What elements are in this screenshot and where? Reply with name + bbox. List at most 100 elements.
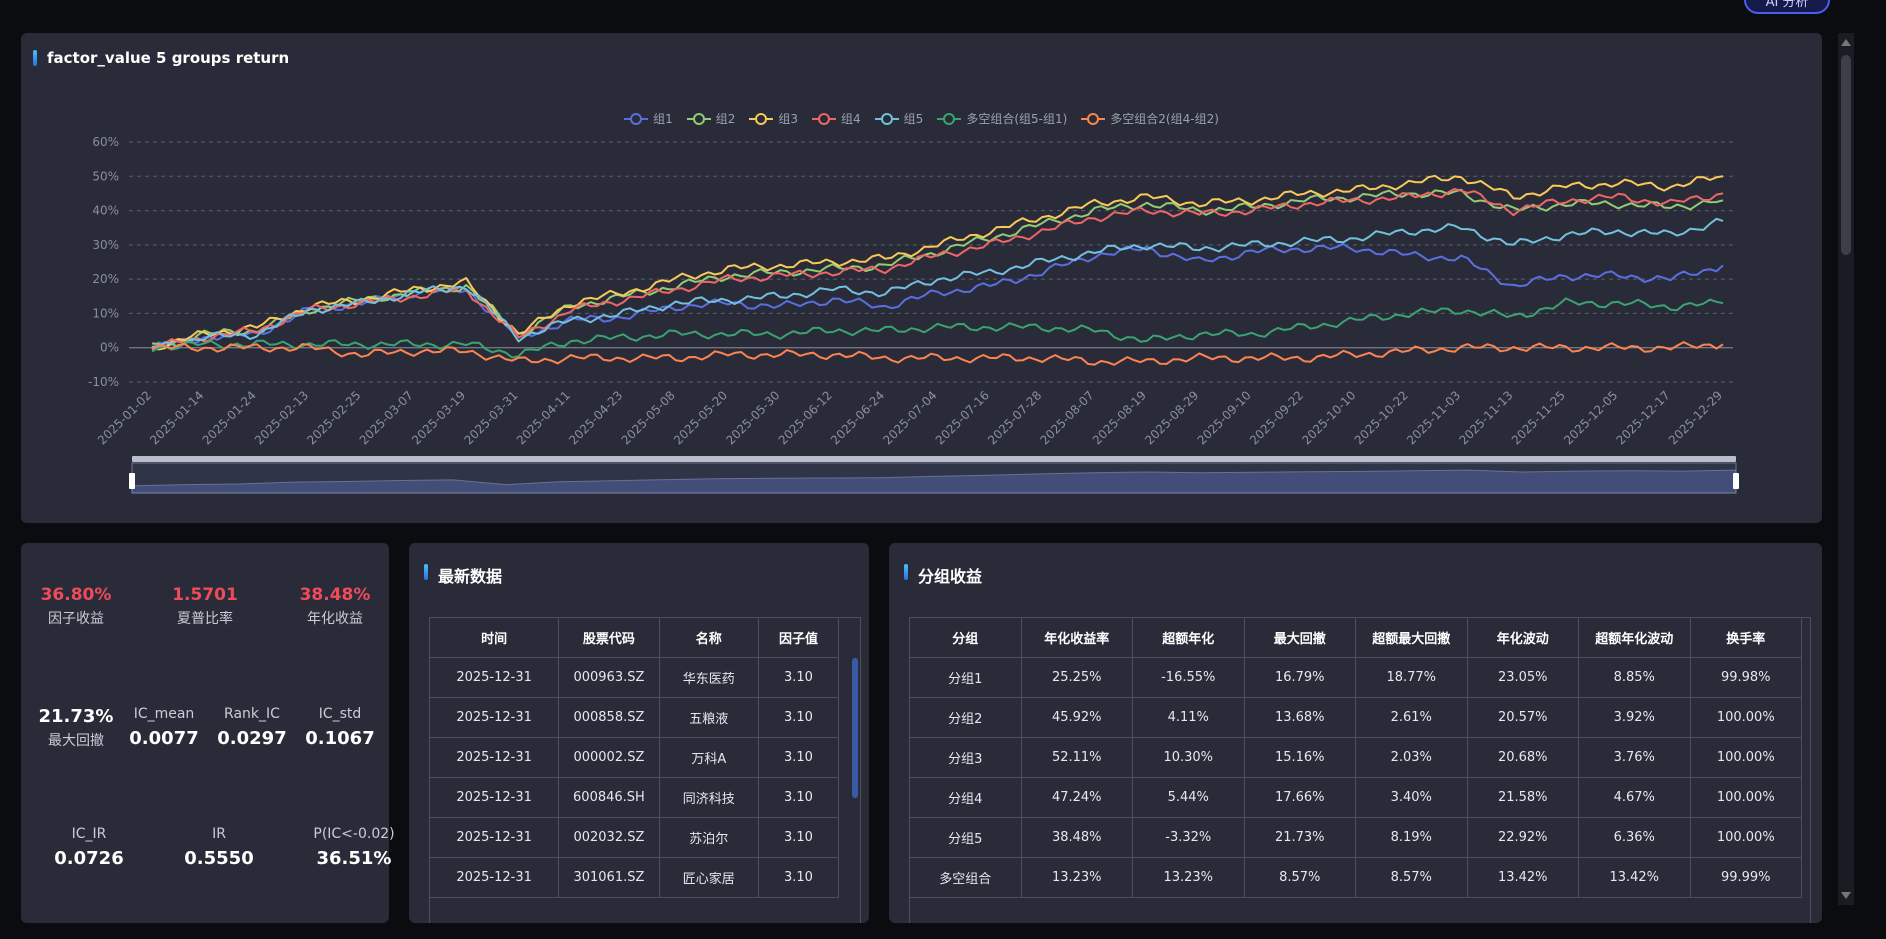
ai-analysis-button[interactable]: AI 分析 <box>1744 0 1830 14</box>
page-scrollbar-thumb[interactable] <box>1841 55 1851 255</box>
table-cell: 分组3 <box>910 737 1022 778</box>
group-returns-panel: 分组收益 分组 年化收益率 超额年化 最大回撤 超额最大回撤 年化波动 超额年化波动 换手率 … <box>889 543 1822 923</box>
legend-item[interactable]: 组3 <box>749 110 798 127</box>
legend-swatch-icon <box>874 112 899 125</box>
table-row[interactable]: 2025-12-31 301061.SZ 匠心家居 3.10 <box>430 857 840 898</box>
table-cell: 3.76% <box>1578 737 1691 778</box>
legend-item[interactable]: 组1 <box>624 110 673 127</box>
zoom-handle-right[interactable] <box>1733 473 1739 489</box>
page-scrollbar[interactable] <box>1838 33 1854 905</box>
x-tick-label: 2025-03-19 <box>409 388 468 447</box>
annual-return-value: 38.48% <box>299 585 371 605</box>
factor-return-stat: 36.80% 因子收益 <box>31 585 121 628</box>
table-cell: 301061.SZ <box>558 857 660 898</box>
series-line <box>151 341 1724 366</box>
table-row[interactable]: 2025-12-31 600846.SH 同济科技 3.10 <box>430 777 840 818</box>
x-tick-label: 2025-10-22 <box>1352 388 1411 447</box>
table-cell: 13.23% <box>1020 857 1133 898</box>
legend-swatch-icon <box>749 112 774 125</box>
table-cell: 21.73% <box>1243 817 1356 858</box>
ir-label: IR <box>212 826 226 842</box>
factor-return-label: 因子收益 <box>48 611 104 627</box>
table-cell: 3.10 <box>757 857 840 898</box>
legend-swatch-icon <box>937 112 962 125</box>
latest-col-name: 名称 <box>658 618 759 658</box>
rank-ic-value: 0.0297 <box>217 728 287 749</box>
table-cell: 45.92% <box>1020 697 1133 738</box>
x-tick-label: 2025-10-10 <box>1299 388 1358 447</box>
sharpe-label: 夏普比率 <box>177 611 233 627</box>
legend-label: 组5 <box>903 112 924 126</box>
x-tick-label: 2025-05-20 <box>671 388 730 447</box>
x-tick-label: 2025-02-13 <box>252 388 311 447</box>
table-row[interactable]: 2025-12-31 000858.SZ 五粮液 3.10 <box>430 697 840 738</box>
latest-data-title: 最新数据 <box>424 563 502 587</box>
table-cell: 3.10 <box>757 777 840 818</box>
x-tick-label: 2025-06-12 <box>776 388 835 447</box>
table-cell: 3.10 <box>757 817 840 858</box>
x-tick-label: 2025-07-28 <box>985 388 1044 447</box>
x-tick-label: 2025-03-07 <box>357 388 416 447</box>
max-drawdown-stat: 21.73% 最大回撤 <box>31 706 121 750</box>
series-line <box>151 217 1724 349</box>
table-cell: 600846.SH <box>558 777 660 818</box>
table-row[interactable]: 分组3 52.11% 10.30% 15.16% 2.03% 20.68% 3.76% 100… <box>910 737 1802 778</box>
table-cell: 20.57% <box>1466 697 1579 738</box>
x-tick-label: 2025-08-07 <box>1038 388 1097 447</box>
p-ic-stat: P(IC<-0.02) 36.51% <box>289 826 419 869</box>
table-row[interactable]: 2025-12-31 000963.SZ 华东医药 3.10 <box>430 657 840 698</box>
chart-panel: factor_value 5 groups return 组1 组2 组3 组4 组5 多… <box>21 33 1822 523</box>
group-returns-table: 分组 年化收益率 超额年化 最大回撤 超额最大回撤 年化波动 超额年化波动 换手率 分组1 25… <box>910 618 1802 898</box>
legend-item[interactable]: 组2 <box>686 110 735 127</box>
table-cell: 17.66% <box>1243 777 1356 818</box>
table-row[interactable]: 2025-12-31 000002.SZ 万科A 3.10 <box>430 737 840 778</box>
group-returns-title: 分组收益 <box>904 563 982 587</box>
max-drawdown-label: 最大回撤 <box>48 733 104 749</box>
ic-ir-label: IC_IR <box>71 826 107 842</box>
table-cell: 2025-12-31 <box>430 857 560 898</box>
zoom-handle-left[interactable] <box>129 473 135 489</box>
table-row[interactable]: 分组2 45.92% 4.11% 13.68% 2.61% 20.57% 3.92% 100.… <box>910 697 1802 738</box>
table-cell: 多空组合 <box>910 857 1022 898</box>
x-tick-label: 2025-12-17 <box>1614 388 1673 447</box>
group-col-header: 最大回撤 <box>1243 618 1356 658</box>
latest-col-code: 股票代码 <box>558 618 660 658</box>
group-col-header: 年化波动 <box>1466 618 1579 658</box>
x-tick-label: 2025-03-31 <box>461 388 520 447</box>
legend-item[interactable]: 多空组合(组5-组1) <box>937 110 1067 127</box>
scroll-down-arrow-icon[interactable] <box>1841 892 1851 899</box>
x-tick-label: 2025-05-30 <box>723 388 782 447</box>
y-tick-label: 50% <box>92 169 119 183</box>
table-cell: 3.92% <box>1578 697 1691 738</box>
zoom-overview-area <box>131 469 1737 494</box>
x-tick-label: 2025-01-14 <box>147 388 206 447</box>
x-tick-label: 2025-08-19 <box>1090 388 1149 447</box>
line-chart: 60%50%40%30%20%10%0%-10%2025-01-022025-0… <box>88 135 1739 494</box>
y-tick-label: 0% <box>100 341 119 355</box>
x-tick-label: 2025-09-10 <box>1195 388 1254 447</box>
latest-table-scrollbar[interactable] <box>852 658 858 798</box>
legend-item[interactable]: 组4 <box>812 110 861 127</box>
table-row[interactable]: 分组1 25.25% -16.55% 16.79% 18.77% 23.05% 8.85% 9… <box>910 657 1802 698</box>
scroll-up-arrow-icon[interactable] <box>1841 39 1851 46</box>
table-cell: 16.79% <box>1243 657 1356 698</box>
y-tick-label: -10% <box>88 375 119 389</box>
y-tick-label: 60% <box>92 135 119 149</box>
group-col-header: 分组 <box>910 618 1022 658</box>
table-cell: 8.19% <box>1355 817 1468 858</box>
table-row[interactable]: 分组5 38.48% -3.32% 21.73% 8.19% 22.92% 6.36% 100… <box>910 817 1802 858</box>
max-drawdown-value: 21.73% <box>38 706 114 727</box>
table-cell: 002032.SZ <box>558 817 660 858</box>
table-row[interactable]: 分组4 47.24% 5.44% 17.66% 3.40% 21.58% 4.67% 100.… <box>910 777 1802 818</box>
sharpe-value: 1.5701 <box>172 585 238 605</box>
table-cell: 8.57% <box>1355 857 1468 898</box>
ic-std-stat: IC_std 0.1067 <box>295 706 385 749</box>
table-cell: 100.00% <box>1689 817 1802 858</box>
table-row[interactable]: 多空组合 13.23% 13.23% 8.57% 8.57% 13.42% 13.42% 99… <box>910 857 1802 898</box>
table-row[interactable]: 2025-12-31 002032.SZ 苏泊尔 3.10 <box>430 817 840 858</box>
factor-return-value: 36.80% <box>40 585 112 605</box>
table-cell: 分组2 <box>910 697 1022 738</box>
legend-item[interactable]: 组5 <box>874 110 924 127</box>
table-cell: 分组5 <box>910 817 1022 858</box>
legend-item[interactable]: 多空组合2(组4-组2) <box>1081 110 1219 127</box>
